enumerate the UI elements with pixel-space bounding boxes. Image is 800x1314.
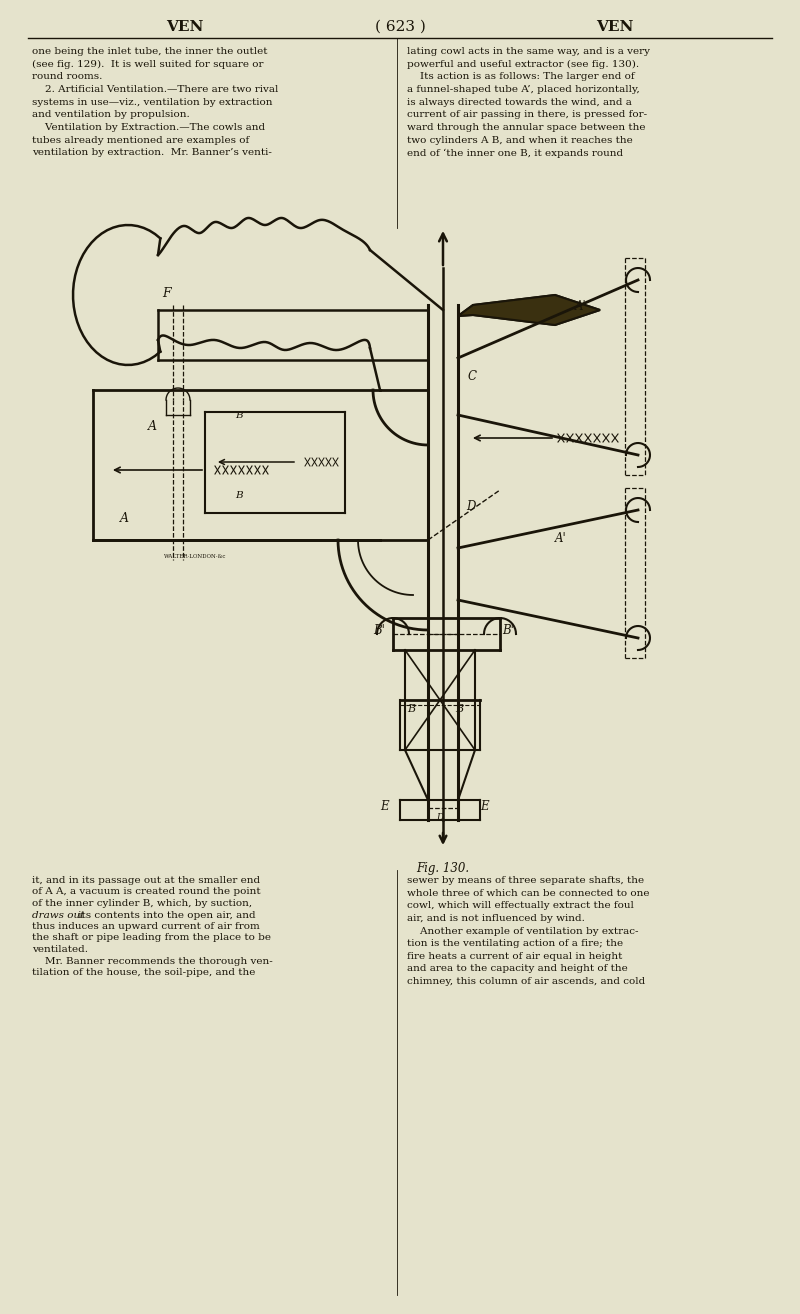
Text: C: C <box>468 371 477 382</box>
Text: ( 623 ): ( 623 ) <box>374 20 426 34</box>
Text: B: B <box>407 704 415 714</box>
Text: draws out: draws out <box>32 911 84 920</box>
Text: its contents into the open air, and: its contents into the open air, and <box>75 911 256 920</box>
Text: A': A' <box>575 300 586 313</box>
Text: D: D <box>436 813 443 823</box>
Text: B': B' <box>373 624 385 637</box>
Text: VEN: VEN <box>596 20 634 34</box>
Text: E: E <box>480 800 489 813</box>
Text: of the inner cylinder B, which, by suction,: of the inner cylinder B, which, by sucti… <box>32 899 252 908</box>
Text: sewer by means of three separate shafts, the
whole three of which can be connect: sewer by means of three separate shafts,… <box>407 876 650 986</box>
Text: Fig. 130.: Fig. 130. <box>417 862 470 875</box>
Text: B': B' <box>502 624 514 637</box>
Text: E: E <box>380 800 389 813</box>
Text: A': A' <box>555 532 566 545</box>
Text: B: B <box>455 704 463 714</box>
Text: it, and in its passage out at the smaller end: it, and in its passage out at the smalle… <box>32 876 260 886</box>
Text: one being the inlet tube, the inner the outlet
(see fig. 129).  It is well suite: one being the inlet tube, the inner the … <box>32 47 278 158</box>
Text: the shaft or pipe leading from the place to be: the shaft or pipe leading from the place… <box>32 933 271 942</box>
Text: WALTER·LONDON·&c: WALTER·LONDON·&c <box>164 555 226 558</box>
Text: B: B <box>235 411 242 420</box>
Text: ventilated.: ventilated. <box>32 945 88 954</box>
Text: tilation of the house, the soil-pipe, and the: tilation of the house, the soil-pipe, an… <box>32 968 255 978</box>
Text: B: B <box>235 491 242 501</box>
Polygon shape <box>458 296 600 325</box>
Text: A: A <box>148 420 157 434</box>
Text: D: D <box>466 501 475 512</box>
Text: Mr. Banner recommends the thorough ven-: Mr. Banner recommends the thorough ven- <box>32 957 273 966</box>
Polygon shape <box>458 296 600 325</box>
Text: lating cowl acts in the same way, and is a very
powerful and useful extractor (s: lating cowl acts in the same way, and is… <box>407 47 650 158</box>
Text: F: F <box>162 286 170 300</box>
Text: thus induces an upward current of air from: thus induces an upward current of air fr… <box>32 922 260 932</box>
Text: VEN: VEN <box>166 20 204 34</box>
Text: A: A <box>120 512 129 526</box>
Text: of A A, a vacuum is created round the point: of A A, a vacuum is created round the po… <box>32 887 261 896</box>
